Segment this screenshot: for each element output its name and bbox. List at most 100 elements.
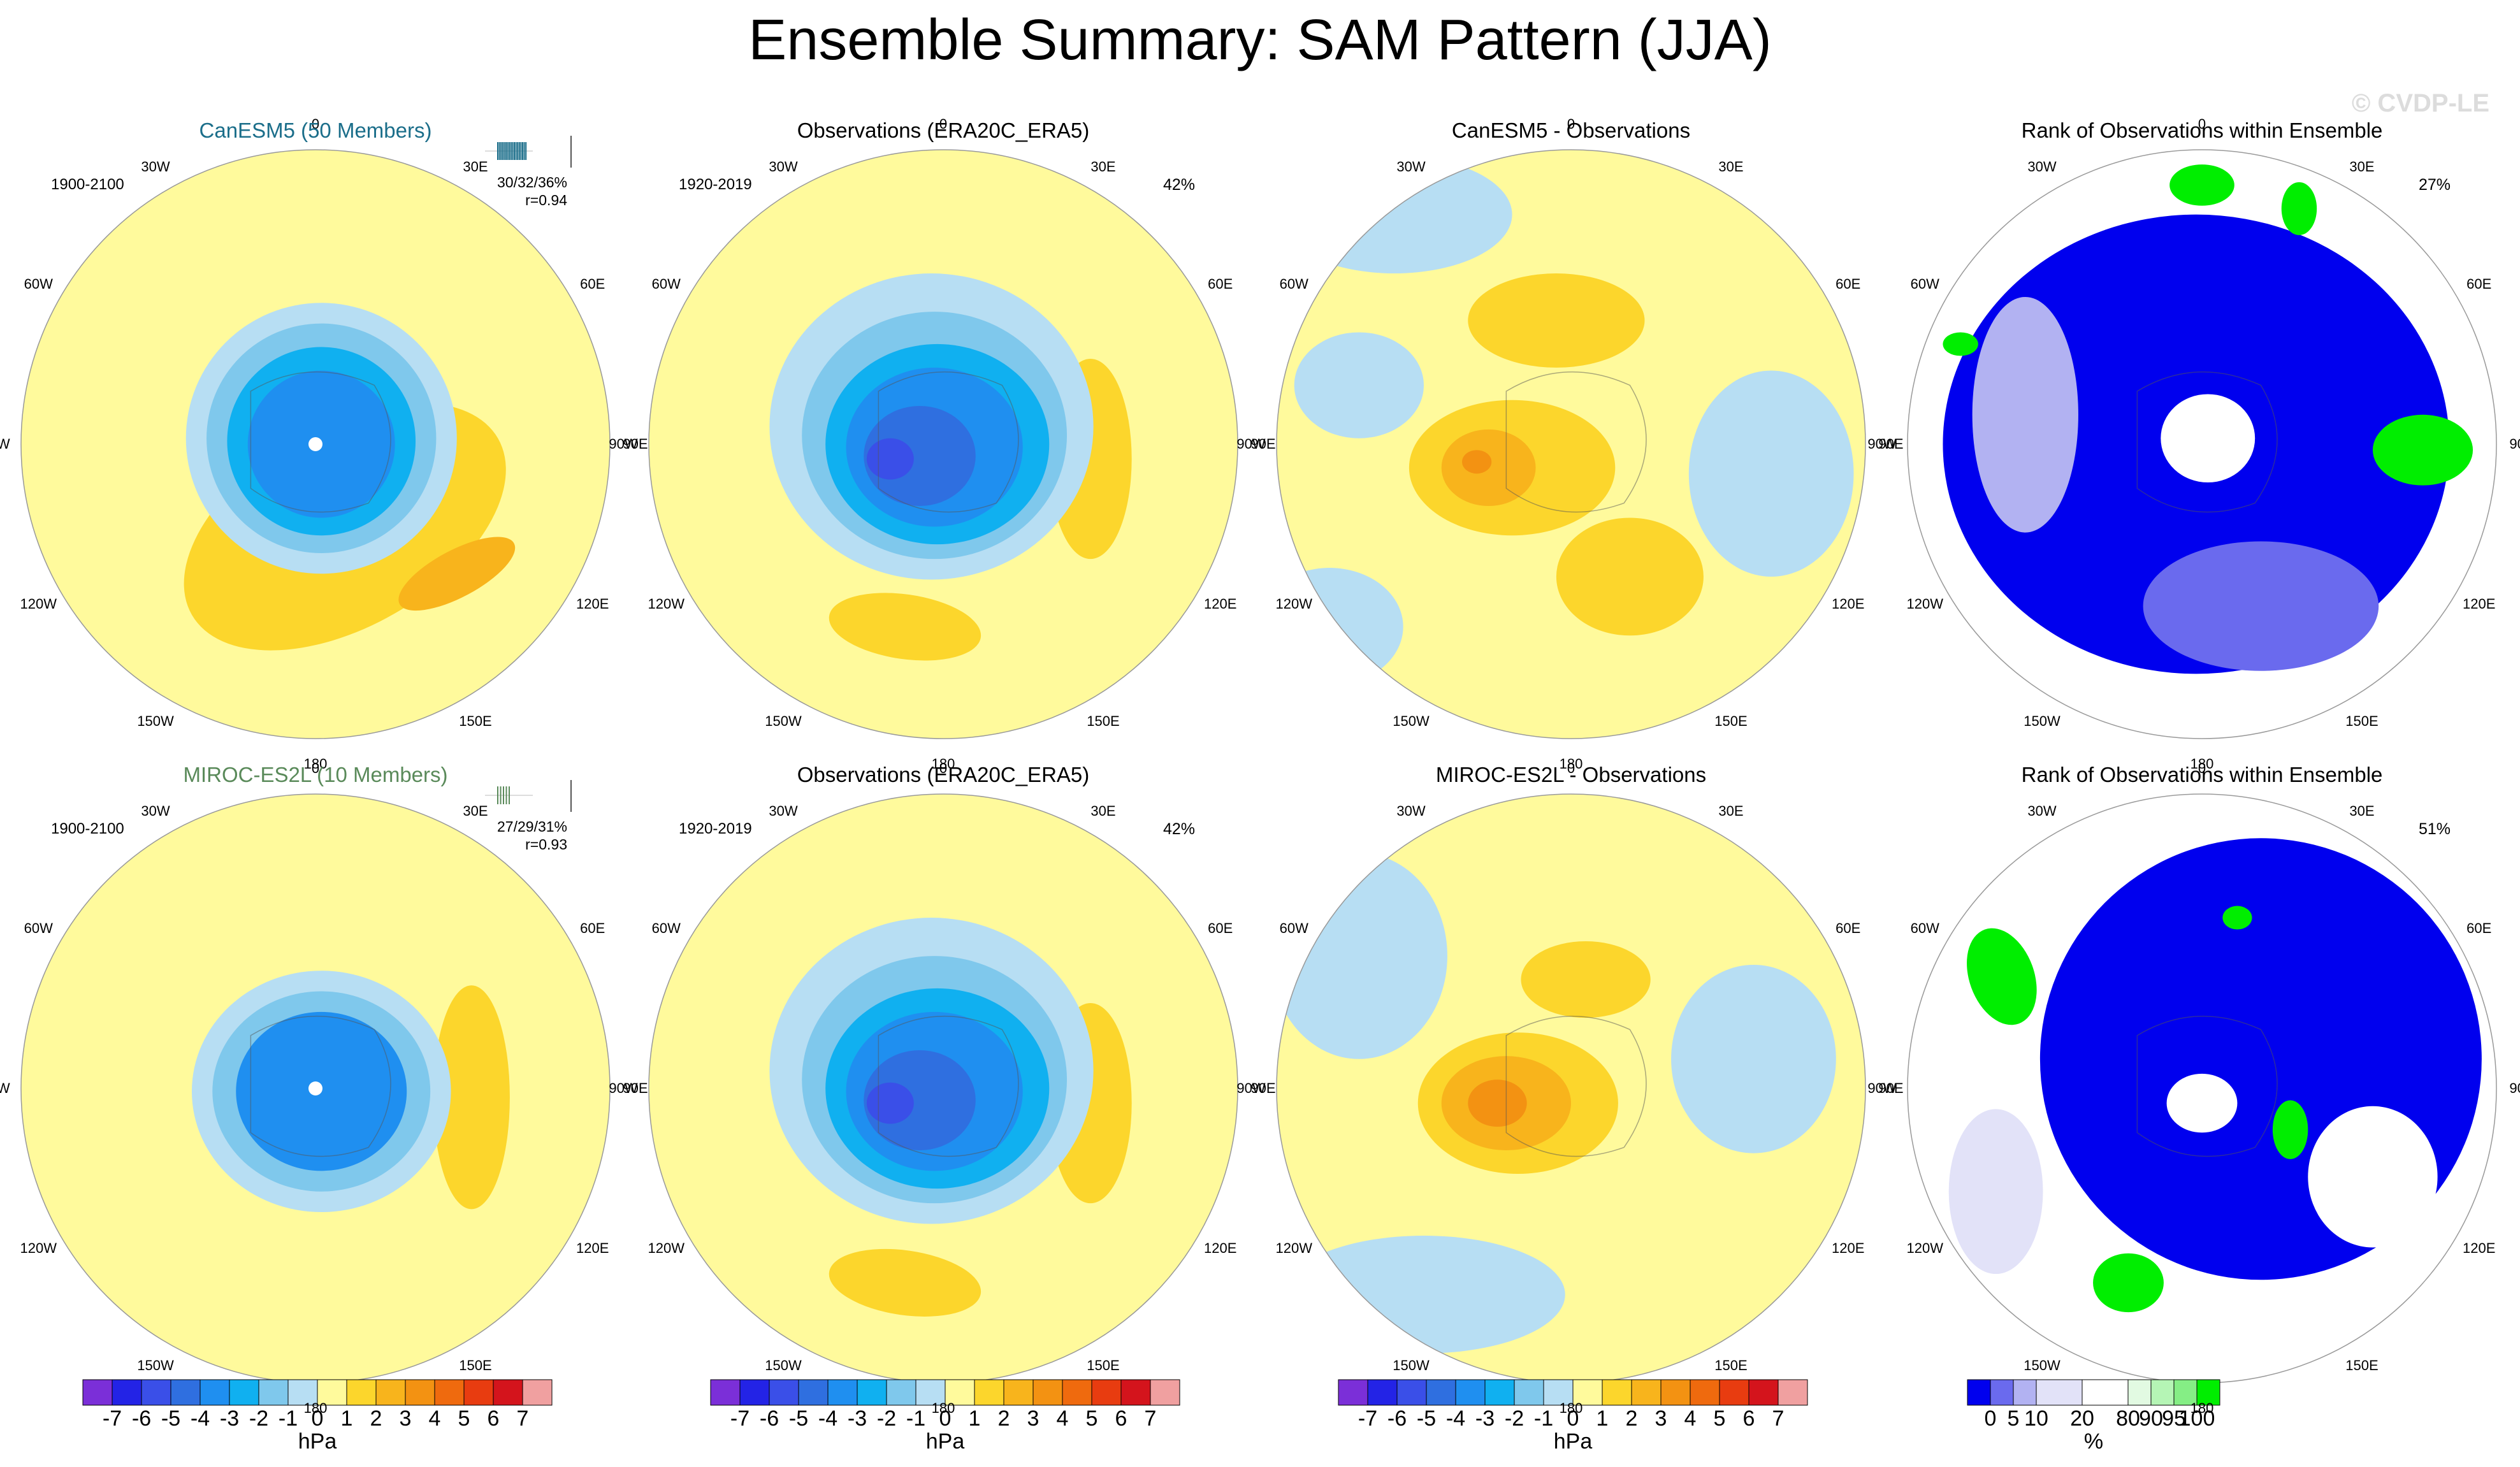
lon-label: 30W bbox=[1396, 803, 1426, 820]
colorbar-tick: -6 bbox=[1387, 1406, 1407, 1431]
colorbar-tick: -1 bbox=[906, 1406, 926, 1431]
colorbar-swatch bbox=[199, 1379, 230, 1406]
colorbar-tick: 1 bbox=[340, 1406, 353, 1431]
colorbar-swatch bbox=[915, 1379, 946, 1406]
positive-max-contour bbox=[398, 537, 516, 611]
stat-fractions-bottom: 27/29/31% bbox=[497, 818, 567, 835]
rank-5-10-south bbox=[2143, 541, 2379, 671]
colorbar-swatch bbox=[1032, 1379, 1063, 1406]
colorbar-tick: 2 bbox=[370, 1406, 382, 1431]
lon-label: 60E bbox=[1836, 276, 1861, 292]
colorbar-swatch bbox=[317, 1379, 347, 1406]
stat-r-bottom: r=0.93 bbox=[525, 836, 567, 853]
panel-bottom-diff bbox=[1276, 793, 1866, 1384]
rank-100-ne bbox=[2281, 182, 2317, 235]
colorbar-swatch bbox=[974, 1379, 1004, 1406]
lon-label: 90E bbox=[623, 1080, 648, 1096]
rank-100-north bbox=[2222, 906, 2252, 930]
colorbar-swatch bbox=[827, 1379, 858, 1406]
lon-label: 60W bbox=[1279, 920, 1308, 936]
colorbar-swatch bbox=[2082, 1379, 2129, 1406]
colorbar-tick: -4 bbox=[1445, 1406, 1466, 1431]
colorbar-swatch bbox=[1455, 1379, 1486, 1406]
colorbar-tick: 0 bbox=[939, 1406, 952, 1431]
colorbar-hpa-3 bbox=[1338, 1379, 1808, 1406]
panel-bottom-rank-field bbox=[1908, 794, 2496, 1383]
lon-label: 0 bbox=[311, 760, 320, 776]
lon-label: 180 bbox=[303, 756, 328, 772]
panel-bottom-obs-field bbox=[649, 794, 1238, 1383]
colorbar-tick: 6 bbox=[1115, 1406, 1127, 1431]
rank-10-20-west bbox=[1948, 1109, 2043, 1275]
colorbar-swatch bbox=[2196, 1379, 2220, 1406]
colorbar-tick: 7 bbox=[516, 1406, 529, 1431]
antarctica-coastline bbox=[1505, 1015, 1647, 1157]
rank-mid-pole bbox=[2161, 394, 2256, 483]
rank-pct-bottom: 51% bbox=[2419, 820, 2451, 838]
colorbar-hpa-1 bbox=[82, 1379, 553, 1406]
colorbar-tick: 0 bbox=[1984, 1406, 1997, 1431]
colorbar-tick: -1 bbox=[278, 1406, 298, 1431]
lon-label: 90E bbox=[2509, 1080, 2520, 1096]
lon-label: 90W bbox=[1236, 436, 1266, 452]
positive-south-contour bbox=[829, 1248, 981, 1317]
colorbar-tick: -6 bbox=[131, 1406, 152, 1431]
positive-south-contour bbox=[829, 593, 981, 661]
stat-r-top: r=0.94 bbox=[525, 192, 567, 208]
colorbar-swatch bbox=[1778, 1379, 1808, 1406]
colorbar-unit: hPa bbox=[298, 1429, 337, 1454]
period-obs-top: 1920-2019 bbox=[679, 176, 752, 193]
colorbar-unit: hPa bbox=[925, 1429, 965, 1454]
lon-label: 150W bbox=[2024, 712, 2060, 729]
lon-label: 90E bbox=[623, 436, 648, 452]
colorbar-hpa-2 bbox=[710, 1379, 1180, 1406]
lon-label: 150E bbox=[1087, 712, 1120, 729]
colorbar-tick: 20 bbox=[2070, 1406, 2094, 1431]
lon-label: 90W bbox=[609, 1080, 638, 1096]
colorbar-swatch bbox=[141, 1379, 171, 1406]
rank-title-bottom: Rank of Observations within Ensemble bbox=[2021, 763, 2383, 786]
colorbar-tick: -2 bbox=[1504, 1406, 1524, 1431]
colorbar-tick: 7 bbox=[1772, 1406, 1785, 1431]
lon-label: 120E bbox=[1832, 596, 1865, 612]
lon-label: 60W bbox=[1910, 276, 1939, 292]
antarctica-coastline bbox=[1505, 371, 1647, 513]
colorbar-swatch bbox=[1990, 1379, 2014, 1406]
lon-label: 60E bbox=[580, 276, 605, 292]
lon-label: 60E bbox=[2466, 276, 2492, 292]
colorbar-swatch bbox=[2150, 1379, 2175, 1406]
colorbar-tick: 0 bbox=[1567, 1406, 1579, 1431]
colorbar-swatch bbox=[258, 1379, 289, 1406]
lon-label: 150W bbox=[765, 1357, 802, 1373]
colorbar-swatch bbox=[886, 1379, 916, 1406]
lon-label: 30E bbox=[1090, 803, 1116, 820]
colorbar-swatch bbox=[2036, 1379, 2083, 1406]
contour-minus-6 bbox=[866, 438, 914, 480]
lon-label: 120E bbox=[1832, 1240, 1865, 1256]
colorbar-swatch bbox=[1602, 1379, 1632, 1406]
lon-label: 150E bbox=[459, 712, 492, 729]
lon-label: 30E bbox=[2349, 159, 2375, 175]
colorbar-tick: 7 bbox=[1144, 1406, 1157, 1431]
lon-label: 0 bbox=[939, 760, 948, 776]
lon-label: 120E bbox=[2463, 596, 2496, 612]
colorbar-swatch bbox=[1484, 1379, 1515, 1406]
contour-minus-6 bbox=[866, 1082, 914, 1124]
stat-fractions-top: 30/32/36% bbox=[497, 174, 567, 191]
colorbar-swatch bbox=[857, 1379, 887, 1406]
lon-label: 150W bbox=[1393, 712, 1430, 729]
colorbar-tick: 1 bbox=[968, 1406, 981, 1431]
colorbar-swatch bbox=[405, 1379, 435, 1406]
colorbar-swatch bbox=[170, 1379, 201, 1406]
colorbar-tick: 2 bbox=[1625, 1406, 1638, 1431]
lon-label: 180 bbox=[2190, 756, 2214, 772]
colorbar-swatch bbox=[1120, 1379, 1151, 1406]
rank-title-top: Rank of Observations within Ensemble bbox=[2021, 119, 2383, 142]
colorbar-swatch bbox=[434, 1379, 465, 1406]
colorbar-swatch bbox=[1690, 1379, 1720, 1406]
lon-label: 30E bbox=[1718, 803, 1744, 820]
period-obs-bottom: 1920-2019 bbox=[679, 820, 752, 837]
negative-east-contour bbox=[1671, 964, 1836, 1153]
